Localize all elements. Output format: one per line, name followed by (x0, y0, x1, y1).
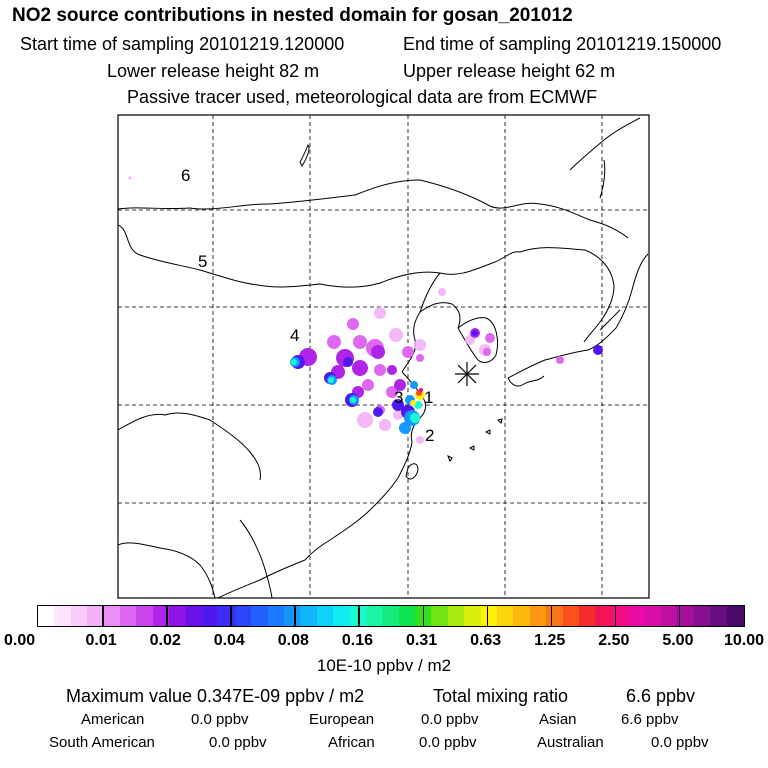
upper-release-text: Upper release height 62 m (403, 61, 616, 81)
colorbar-swatch (661, 606, 678, 626)
region-value-american: 0.0 ppbv (191, 711, 249, 728)
colorbar-swatch (103, 606, 121, 626)
colorbar-divider (422, 606, 425, 626)
colorbar-swatch (546, 606, 564, 626)
colorbar-tick-label: 10.00 (723, 632, 764, 649)
colorbar-swatch (300, 606, 318, 626)
colorbar-swatch (497, 606, 515, 626)
colorbar-swatch (38, 606, 55, 626)
region-label-6: 6 (181, 166, 190, 185)
colorbar-unit: 10E-10 ppbv / m2 (316, 656, 452, 675)
colorbar-swatch (152, 606, 170, 626)
colorbar-swatch (529, 606, 547, 626)
region-label-2: 2 (425, 426, 434, 445)
colorbar-swatch (382, 606, 400, 626)
colorbar-tick-label: 0.02 (149, 632, 181, 649)
end-time-text: End time of sampling 20101219.150000 (403, 34, 722, 54)
colorbar-swatch (628, 606, 646, 626)
lower-release-text: Lower release height 82 m (107, 61, 320, 81)
colorbar-swatch (349, 606, 367, 626)
colorbar-tick-label: 0.01 (85, 632, 117, 649)
coastlines (118, 117, 649, 598)
colorbar-swatch (595, 606, 613, 626)
region-value-asian: 6.6 ppbv (621, 711, 679, 728)
colorbar-divider (294, 606, 296, 626)
colorbar-swatch (513, 606, 531, 626)
colorbar-swatch (316, 606, 334, 626)
total-mixing-value: 6.6 ppbv (626, 686, 696, 706)
region-value-south-american: 0.0 ppbv (209, 734, 267, 751)
colorbar-swatch (333, 606, 351, 626)
colorbar-tick-label: 2.50 (598, 632, 630, 649)
colorbar-swatch (54, 606, 72, 626)
map-frame (117, 114, 650, 599)
colorbar-tick-label: 0.00 (4, 632, 36, 649)
colorbar-swatch (201, 606, 219, 626)
graticule (118, 115, 649, 598)
region-name-african: African (328, 734, 375, 751)
concentration-field (128, 176, 603, 444)
colorbar-tick-label: 5.00 (662, 632, 694, 649)
region-name-australian: Australian (537, 734, 604, 751)
region-name-asian: Asian (539, 711, 577, 728)
region-name-american: American (81, 711, 145, 728)
colorbar-divider (102, 606, 104, 626)
colorbar-divider (230, 606, 232, 626)
colorbar-swatch (169, 606, 187, 626)
colorbar (37, 605, 745, 627)
colorbar-swatch (726, 606, 744, 626)
colorbar-divider (614, 606, 617, 626)
region-label-3: 3 (394, 388, 403, 407)
colorbar-swatch (447, 606, 465, 626)
region-name-european: European (309, 711, 375, 728)
colorbar-divider (486, 606, 489, 626)
tracer-note-text: Passive tracer used, meteorological data… (127, 87, 598, 107)
region-value-european: 0.0 ppbv (421, 711, 479, 728)
colorbar-swatch (693, 606, 711, 626)
region-label-4: 4 (290, 326, 299, 345)
colorbar-swatch (480, 606, 498, 626)
colorbar-tick-label: 0.08 (277, 632, 309, 649)
receptor-asterisk-icon (455, 362, 479, 386)
region-name-south-american: South American (49, 734, 155, 751)
colorbar-swatch (365, 606, 383, 626)
colorbar-divider (358, 606, 360, 626)
colorbar-tick-label: 0.63 (470, 632, 502, 649)
colorbar-tick-label: 0.04 (213, 632, 245, 649)
colorbar-divider (166, 606, 168, 626)
colorbar-swatch (119, 606, 137, 626)
colorbar-swatch (562, 606, 580, 626)
colorbar-divider (550, 606, 553, 626)
colorbar-swatch (267, 606, 285, 626)
colorbar-swatch (398, 606, 416, 626)
colorbar-swatch (185, 606, 203, 626)
colorbar-swatch (136, 606, 154, 626)
maximum-value-text: Maximum value 0.347E-09 ppbv / m2 (66, 686, 365, 706)
colorbar-swatch (218, 606, 236, 626)
source-contribution-map: 1 2 3 4 5 6 (117, 114, 650, 599)
start-time-text: Start time of sampling 20101219.120000 (20, 34, 345, 54)
total-mixing-label: Total mixing ratio (433, 686, 569, 706)
region-label-1: 1 (424, 388, 433, 407)
region-value-australian: 0.0 ppbv (651, 734, 709, 751)
colorbar-tick-label: 0.16 (341, 632, 374, 649)
colorbar-swatch (710, 606, 728, 626)
colorbar-swatch (464, 606, 482, 626)
colorbar-tick-label: 1.25 (534, 632, 566, 649)
region-label-5: 5 (198, 252, 207, 271)
colorbar-swatch (431, 606, 449, 626)
colorbar-swatch (70, 606, 88, 626)
page-title: NO2 source contributions in nested domai… (12, 5, 573, 26)
colorbar-swatch (251, 606, 269, 626)
region-value-african: 0.0 ppbv (419, 734, 477, 751)
colorbar-swatch (677, 606, 695, 626)
colorbar-swatch (579, 606, 597, 626)
colorbar-divider (678, 606, 681, 626)
colorbar-tick-label: 0.31 (405, 632, 438, 649)
colorbar-swatch (87, 606, 105, 626)
colorbar-swatch (283, 606, 301, 626)
map-layers (118, 115, 649, 598)
colorbar-swatch (234, 606, 252, 626)
colorbar-swatch (644, 606, 662, 626)
